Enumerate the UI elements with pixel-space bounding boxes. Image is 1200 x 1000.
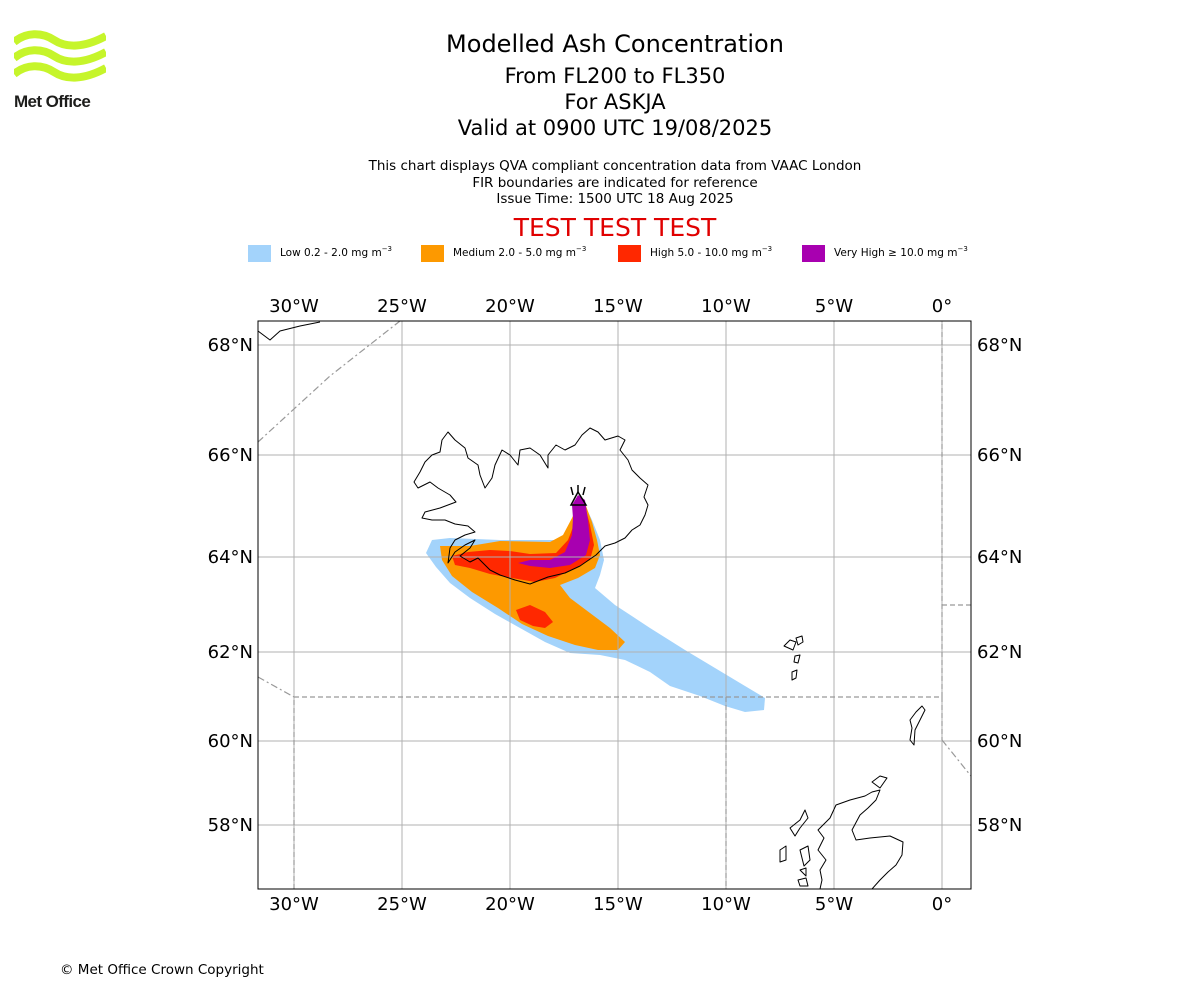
lon-label-bottom: 25°W	[377, 894, 427, 915]
lon-label-bottom: 5°W	[815, 894, 853, 915]
greenland-coast	[258, 321, 321, 341]
legend-unit-exponent: −3	[381, 245, 393, 253]
legend-unit-exponent: −3	[575, 245, 587, 253]
chart-description: This chart displays QVA compliant concen…	[315, 158, 915, 208]
volcano-name: For ASKJA	[564, 90, 666, 114]
legend-label-very-high: Very High ≥ 10.0 mg m	[834, 247, 958, 259]
faroe-coast	[793, 654, 801, 664]
copyright-notice: © Met Office Crown Copyright	[60, 962, 264, 978]
lon-label-bottom: 15°W	[593, 894, 643, 915]
hebrides-coast	[799, 845, 811, 867]
legend-swatch-very-high	[802, 245, 825, 262]
ash-high-area	[516, 605, 553, 628]
lat-label-right: 60°N	[977, 731, 1022, 752]
faroe-coast	[791, 669, 798, 681]
lat-label-right: 68°N	[977, 335, 1022, 356]
lon-label-bottom: 0°	[932, 894, 952, 915]
lon-label-top: 30°W	[269, 296, 319, 317]
lon-label-top: 0°	[932, 296, 952, 317]
description-line: This chart displays QVA compliant concen…	[368, 158, 862, 174]
legend-swatch-high	[618, 245, 641, 262]
legend-label-medium: Medium 2.0 - 5.0 mg m	[453, 247, 576, 259]
lat-label-right: 64°N	[977, 547, 1022, 568]
lat-label-left: 66°N	[208, 445, 253, 466]
valid-time: Valid at 0900 UTC 19/08/2025	[457, 116, 773, 140]
lat-label-right: 62°N	[977, 642, 1022, 663]
lat-label-left: 64°N	[208, 547, 253, 568]
hebrides-coast	[797, 877, 809, 887]
shetland-coast	[909, 705, 926, 746]
description-line: FIR boundaries are indicated for referen…	[472, 174, 758, 191]
iceland-coast	[413, 427, 649, 585]
map-frame	[257, 320, 972, 890]
ash-very-high-area	[518, 495, 590, 568]
hebrides-coast	[789, 809, 809, 837]
legend-label-high: High 5.0 - 10.0 mg m	[650, 247, 762, 259]
legend-swatch-low	[248, 245, 271, 262]
legend-label-low: Low 0.2 - 2.0 mg m	[280, 247, 382, 259]
coastlines	[258, 321, 926, 889]
lat-label-left: 68°N	[208, 335, 253, 356]
legend-unit-exponent: −3	[761, 245, 773, 253]
hebrides-coast	[779, 845, 787, 863]
lon-label-bottom: 30°W	[269, 894, 319, 915]
lon-label-top: 10°W	[701, 296, 751, 317]
lon-label-top: 15°W	[593, 296, 643, 317]
lon-label-top: 5°W	[815, 296, 853, 317]
legend-unit-exponent: −3	[957, 245, 968, 253]
met-office-logo: Met Office	[14, 30, 106, 112]
volcano-marker-icon	[569, 485, 588, 506]
faroe-coast	[795, 635, 804, 646]
issue-time: Issue Time: 1500 UTC 18 Aug 2025	[496, 191, 734, 207]
logo-text: Met Office	[14, 92, 91, 111]
test-banner: TEST TEST TEST	[513, 213, 717, 242]
lat-label-right: 58°N	[977, 815, 1022, 836]
ash-low-area	[426, 500, 765, 712]
orkney-coast	[871, 775, 888, 789]
met-office-waves-icon	[14, 30, 106, 82]
fir-boundaries	[258, 321, 971, 889]
scotland-coast	[817, 789, 904, 889]
lat-label-left: 58°N	[208, 815, 253, 836]
faroe-coast	[783, 639, 797, 651]
lat-label-right: 66°N	[977, 445, 1022, 466]
lon-label-bottom: 10°W	[701, 894, 751, 915]
lon-label-top: 25°W	[377, 296, 427, 317]
chart-title: Modelled Ash Concentration	[446, 30, 784, 58]
lat-label-left: 62°N	[208, 642, 253, 663]
flight-level-range: From FL200 to FL350	[504, 64, 726, 88]
lat-label-left: 60°N	[208, 731, 253, 752]
hebrides-coast	[799, 867, 807, 877]
lon-label-top: 20°W	[485, 296, 535, 317]
legend-swatch-medium	[421, 245, 444, 262]
lon-label-bottom: 20°W	[485, 894, 535, 915]
